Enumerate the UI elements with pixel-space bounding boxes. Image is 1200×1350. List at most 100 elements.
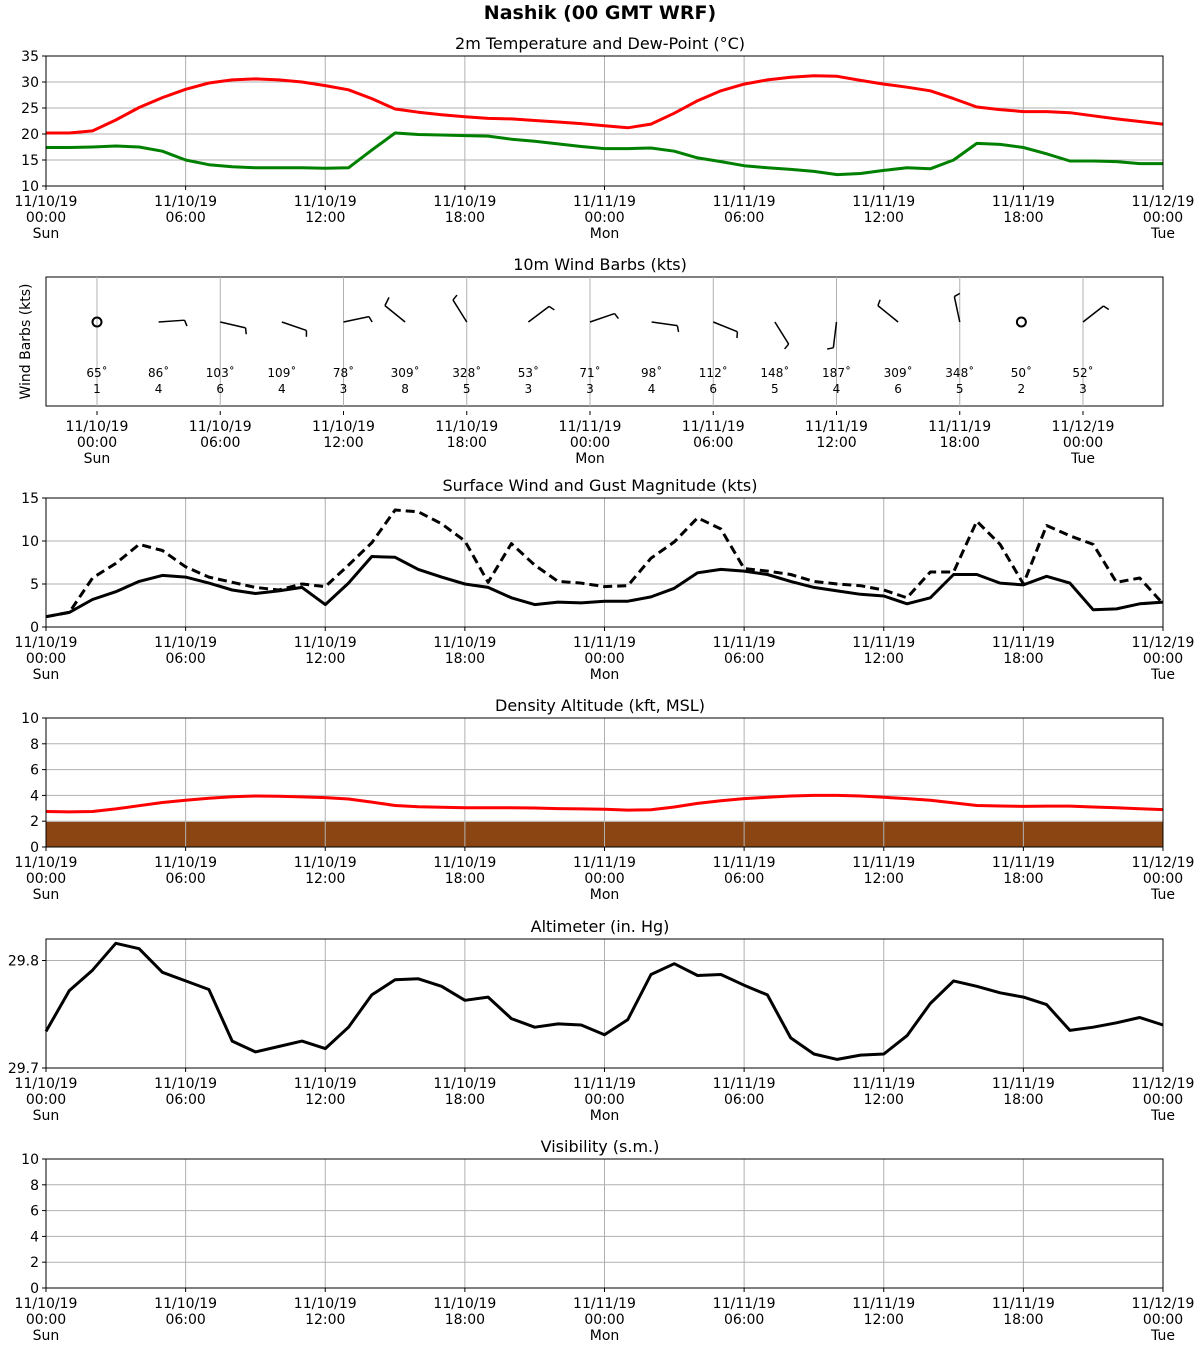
barb-staff bbox=[281, 321, 307, 332]
chart-title: 10m Wind Barbs (kts) bbox=[513, 255, 687, 274]
barb-staff bbox=[953, 296, 961, 323]
x-tick-day: Tue bbox=[1150, 1328, 1175, 1344]
y-tick-label: 20 bbox=[21, 127, 39, 143]
x-tick-time: 06:00 bbox=[165, 210, 205, 226]
barb-direction-label: 65˚ bbox=[86, 365, 107, 380]
barb-feather bbox=[676, 325, 680, 332]
x-tick-time: 00:00 bbox=[584, 210, 624, 226]
y-tick-label: 8 bbox=[30, 737, 39, 753]
barb-direction-label: 187˚ bbox=[822, 365, 851, 380]
wind-barb: 65˚1 bbox=[86, 316, 108, 396]
barb-direction-label: 309˚ bbox=[884, 365, 913, 380]
x-tick-time: 00:00 bbox=[584, 871, 624, 887]
y-tick-label: 5 bbox=[30, 577, 39, 593]
wind-barb: 50˚2 bbox=[1011, 316, 1032, 396]
x-tick-time: 00:00 bbox=[1143, 210, 1183, 226]
x-tick-time: 18:00 bbox=[445, 1312, 485, 1328]
x-tick-time: 06:00 bbox=[724, 1312, 764, 1328]
x-tick-time: 00:00 bbox=[1143, 871, 1183, 887]
barb-speed-label: 4 bbox=[278, 382, 286, 396]
x-tick-date: 11/10/19 bbox=[435, 419, 498, 435]
x-tick-time: 12:00 bbox=[816, 435, 856, 451]
y-tick-label: 15 bbox=[21, 153, 39, 169]
barb-direction-label: 109˚ bbox=[267, 365, 296, 380]
barb-staff bbox=[1082, 305, 1104, 323]
chart-title: Density Altitude (kft, MSL) bbox=[495, 696, 705, 715]
x-tick-date: 11/11/19 bbox=[573, 1076, 636, 1092]
barb-speed-label: 6 bbox=[894, 382, 902, 396]
y-tick-label: 6 bbox=[30, 1204, 39, 1220]
x-tick-time: 06:00 bbox=[165, 1092, 205, 1108]
barb-feather bbox=[826, 347, 834, 350]
y-tick-label: 10 bbox=[21, 179, 39, 195]
x-tick-time: 00:00 bbox=[1143, 1312, 1183, 1328]
wind-barb: 103˚ 6 bbox=[206, 321, 247, 396]
x-tick-time: 18:00 bbox=[445, 871, 485, 887]
barb-speed-label: 2 bbox=[1018, 382, 1026, 396]
y-tick-label: 0 bbox=[30, 1281, 39, 1297]
y-tick-label: 15 bbox=[21, 491, 39, 507]
x-tick-day: Tue bbox=[1150, 887, 1175, 903]
y-tick-label: 4 bbox=[30, 1229, 39, 1245]
x-tick-time: 12:00 bbox=[864, 1312, 904, 1328]
y-tick-label: 30 bbox=[21, 75, 39, 91]
barb-feather bbox=[784, 343, 790, 350]
x-tick-date: 11/11/19 bbox=[573, 635, 636, 651]
x-tick-date: 11/10/19 bbox=[189, 419, 252, 435]
chart-title: Surface Wind and Gust Magnitude (kts) bbox=[443, 476, 758, 495]
barb-direction-label: 103˚ bbox=[206, 365, 235, 380]
y-axis-label: Wind Barbs (kts) bbox=[18, 283, 34, 399]
x-tick-day: Mon bbox=[590, 1108, 620, 1124]
wind-barb: 187˚ 4 bbox=[822, 321, 851, 396]
x-tick-date: 11/11/19 bbox=[852, 1296, 915, 1312]
wind-barb: 52˚3 bbox=[1072, 305, 1110, 396]
barb-speed-label: 6 bbox=[216, 382, 224, 396]
x-tick-date: 11/12/19 bbox=[1132, 1076, 1195, 1092]
barb-feather bbox=[877, 299, 881, 306]
y-tick-label: 29.7 bbox=[8, 1061, 39, 1077]
y-tick-label: 8 bbox=[30, 1178, 39, 1194]
barb-speed-label: 8 bbox=[401, 382, 409, 396]
x-tick-date: 11/11/19 bbox=[992, 194, 1055, 210]
plot-frame bbox=[45, 276, 1164, 407]
x-tick-date: 11/10/19 bbox=[312, 419, 375, 435]
x-tick-time: 00:00 bbox=[584, 651, 624, 667]
wind-barb: 86˚4 bbox=[148, 319, 188, 396]
barb-feather bbox=[548, 305, 555, 311]
x-tick-date: 11/12/19 bbox=[1132, 194, 1195, 210]
barb-direction-label: 309˚ bbox=[391, 365, 420, 380]
x-tick-time: 00:00 bbox=[77, 435, 117, 451]
chart-barbs: 10m Wind Barbs (kts)Wind Barbs (kts) 65˚1… bbox=[18, 255, 1164, 467]
x-tick-date: 11/11/19 bbox=[928, 419, 991, 435]
x-tick-day: Sun bbox=[33, 887, 60, 903]
series-line-dewpoint bbox=[46, 131, 1163, 177]
barb-speed-label: 4 bbox=[155, 382, 163, 396]
x-tick-time: 06:00 bbox=[200, 435, 240, 451]
barb-feather bbox=[452, 294, 458, 301]
barb-staff bbox=[774, 321, 790, 345]
x-tick-time: 00:00 bbox=[26, 651, 66, 667]
x-tick-date: 11/11/19 bbox=[852, 855, 915, 871]
x-tick-time: 12:00 bbox=[305, 210, 345, 226]
barb-staff bbox=[651, 321, 678, 327]
x-tick-date: 11/12/19 bbox=[1132, 635, 1195, 651]
x-tick-date: 11/10/19 bbox=[15, 855, 78, 871]
x-tick-day: Tue bbox=[1150, 226, 1175, 242]
y-tick-label: 10 bbox=[21, 1152, 39, 1168]
barb-speed-label: 6 bbox=[709, 382, 717, 396]
x-tick-day: Sun bbox=[33, 1108, 60, 1124]
x-tick-time: 12:00 bbox=[323, 435, 363, 451]
barb-feather bbox=[244, 327, 247, 335]
x-tick-date: 11/11/19 bbox=[852, 635, 915, 651]
x-tick-day: Mon bbox=[575, 451, 605, 467]
y-tick-label: 6 bbox=[30, 763, 39, 779]
chart-temp: 2m Temperature and Dew-Point (°C) 10 15 20 2… bbox=[15, 34, 1195, 242]
x-tick-date: 11/11/19 bbox=[682, 419, 745, 435]
x-tick-date: 11/11/19 bbox=[992, 635, 1055, 651]
series-line-density bbox=[45, 793, 1164, 814]
barb-direction-label: 53˚ bbox=[518, 365, 539, 380]
barb-direction-label: 71˚ bbox=[579, 365, 600, 380]
barb-speed-label: 3 bbox=[525, 382, 533, 396]
wind-barb: 53˚3 bbox=[518, 305, 555, 396]
